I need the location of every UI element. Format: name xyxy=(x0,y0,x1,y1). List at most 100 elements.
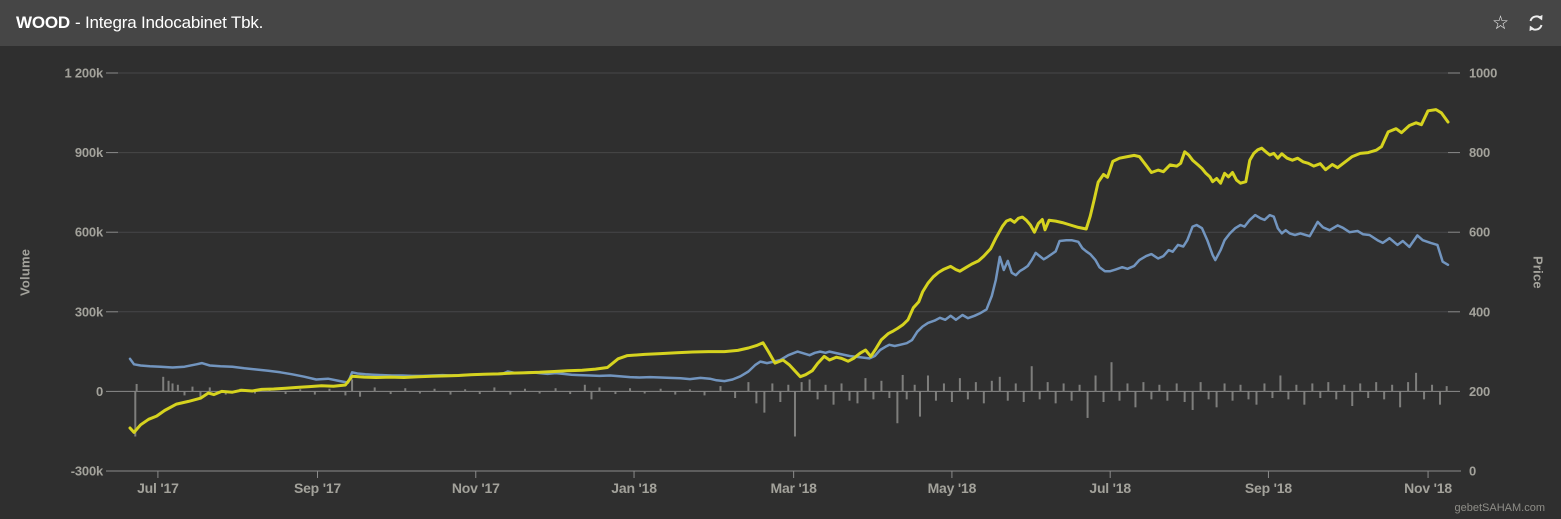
volume-bar xyxy=(614,391,617,395)
volume-bar xyxy=(1327,382,1330,392)
x-axis-tick-label: Mar '18 xyxy=(770,480,817,496)
volume-bar xyxy=(449,391,452,395)
volume-bar xyxy=(569,391,572,395)
volume-bar xyxy=(816,391,819,400)
volume-bar xyxy=(1271,391,1274,399)
volume-bar xyxy=(1311,383,1314,392)
x-axis-tick-label: Sep '17 xyxy=(294,480,341,496)
left-axis-tick-label: 900k xyxy=(75,145,104,160)
volume-bar xyxy=(1319,391,1322,399)
volume-bar xyxy=(1207,391,1210,400)
volume-bar xyxy=(913,384,916,392)
volume-bar xyxy=(1166,391,1169,401)
volume-bar xyxy=(1070,391,1073,401)
volume-bar xyxy=(1191,391,1194,410)
volume-bar xyxy=(493,387,496,392)
volume-bar xyxy=(1359,383,1362,392)
left-axis-tick-label: -300k xyxy=(71,464,104,479)
volume-bar xyxy=(208,387,211,392)
ticker-symbol: WOOD xyxy=(16,13,70,32)
volume-bar xyxy=(1126,383,1129,392)
watermark: gebetSAHAM.com xyxy=(1454,502,1545,514)
volume-bar xyxy=(404,388,407,392)
volume-bar xyxy=(1175,383,1178,392)
volume-bar xyxy=(1279,375,1282,392)
volume-bar xyxy=(176,384,179,392)
volume-bar xyxy=(1343,384,1346,392)
volume-bar xyxy=(299,389,302,392)
volume-bar xyxy=(880,380,883,392)
right-axis-title: Price xyxy=(1530,255,1546,289)
volume-bar xyxy=(554,388,557,392)
volume-bar xyxy=(905,391,908,400)
price-line xyxy=(128,108,1450,434)
volume-bar xyxy=(1439,391,1442,405)
right-axis-tick-label: 400 xyxy=(1469,304,1490,319)
volume-bar xyxy=(771,383,774,392)
volume-bar xyxy=(800,382,803,392)
volume-bar xyxy=(389,391,392,395)
volume-bar xyxy=(1445,386,1448,392)
volume-bar xyxy=(1199,382,1202,392)
volume-bar xyxy=(674,391,677,395)
volume-bar xyxy=(719,386,722,392)
volume-bar xyxy=(1183,391,1186,403)
refresh-icon[interactable] xyxy=(1527,14,1545,32)
volume-bar xyxy=(134,391,137,437)
header-actions: ☆ xyxy=(1492,14,1545,33)
volume-bar xyxy=(982,391,985,404)
volume-bar xyxy=(433,388,436,392)
volume-bar xyxy=(755,391,758,404)
volume-bar xyxy=(1367,391,1370,399)
right-axis-tick-label: 600 xyxy=(1469,225,1490,240)
volume-bar xyxy=(1247,391,1250,400)
volume-bar xyxy=(942,383,945,392)
volume-bar xyxy=(824,384,827,392)
volume-bar xyxy=(926,375,929,392)
indicator-line xyxy=(128,213,1450,384)
volume-bar xyxy=(1118,391,1121,401)
volume-bar xyxy=(1150,391,1153,400)
volume-bar xyxy=(1086,391,1089,418)
volume-bar xyxy=(1399,391,1402,408)
volume-bar xyxy=(359,391,362,397)
volume-bar xyxy=(840,383,843,392)
volume-bar xyxy=(199,391,202,398)
volume-bar xyxy=(135,383,138,392)
volume-bar xyxy=(848,391,851,401)
volume-bar xyxy=(1423,391,1426,400)
volume-bar xyxy=(856,391,859,404)
volume-bar xyxy=(950,391,953,403)
volume-bar xyxy=(1223,383,1226,392)
x-axis-tick-label: May '18 xyxy=(928,480,977,496)
volume-bar xyxy=(162,376,165,392)
volume-bar xyxy=(1022,391,1025,403)
volume-bar xyxy=(832,391,835,405)
favorite-star-icon[interactable]: ☆ xyxy=(1491,12,1509,34)
volume-bar xyxy=(787,384,790,392)
left-axis-tick-label: 600k xyxy=(75,225,104,240)
volume-bar xyxy=(958,378,961,392)
chart-header: WOOD - Integra Indocabinet Tbk. ☆ xyxy=(0,0,1561,46)
volume-bar xyxy=(167,380,170,392)
volume-bar xyxy=(934,391,937,401)
volume-bar xyxy=(478,391,481,395)
volume-bar xyxy=(538,391,541,394)
volume-bar xyxy=(896,391,899,424)
volume-bar xyxy=(1215,391,1218,408)
volume-bar xyxy=(1431,384,1434,392)
volume-bar xyxy=(1038,391,1041,400)
volume-bar xyxy=(659,388,662,392)
volume-bar xyxy=(1383,391,1386,400)
x-axis-tick-label: Jul '17 xyxy=(137,480,179,496)
volume-bar xyxy=(1094,375,1097,392)
volume-bar xyxy=(966,391,969,400)
volume-bar xyxy=(888,391,891,399)
volume-bar xyxy=(313,391,316,395)
volume-bar xyxy=(1046,382,1049,392)
volume-bar xyxy=(1407,382,1410,392)
volume-bar xyxy=(598,387,601,392)
volume-bar xyxy=(793,391,796,437)
right-axis-tick-label: 1000 xyxy=(1469,66,1497,81)
